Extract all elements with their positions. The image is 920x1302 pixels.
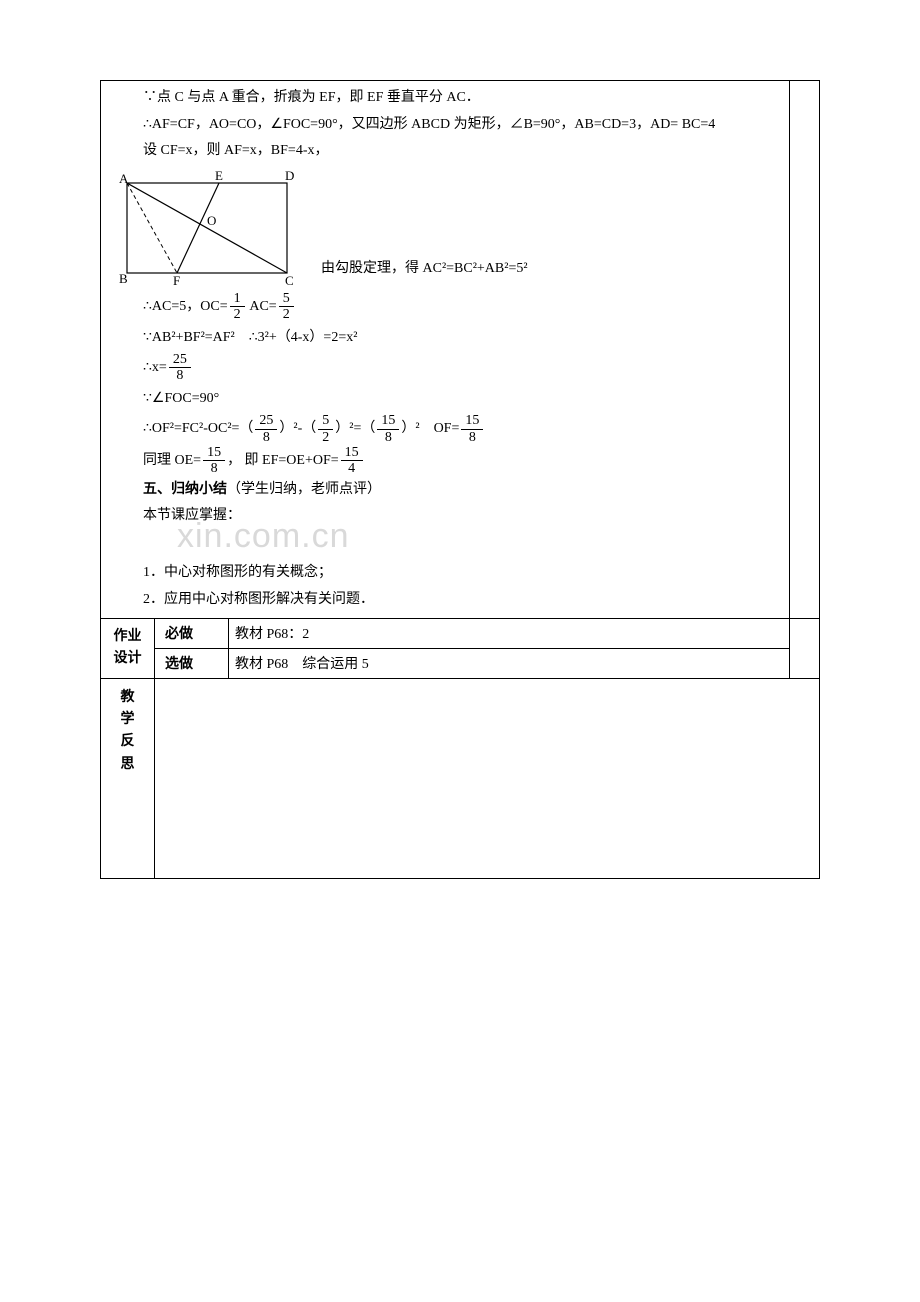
summary-title-line: 五、归纳小结（学生归纳，老师点评） — [107, 477, 783, 504]
homework-right-margin — [790, 618, 820, 678]
proof-line-2: ∴AF=CF，AO=CO，∠FOC=90°，又四边形 ABCD 为矩形，∠B=9… — [107, 112, 783, 139]
homework-optional-text: 教材 P68 综合运用 5 — [229, 648, 790, 678]
document-table: ∵点 C 与点 A 重合，折痕为 EF，即 EF 垂直平分 AC． ∴AF=CF… — [100, 80, 820, 879]
label-O: O — [207, 213, 216, 228]
label-F: F — [173, 273, 180, 288]
summary-title: 五、归纳小结 — [143, 482, 227, 497]
frac-1-2: 12 — [230, 291, 245, 323]
label-B: B — [119, 271, 128, 286]
ac-oc-line: ∴AC=5，OC=12 AC=52 — [107, 291, 783, 323]
diagram-row: O A E D B F C 由勾股定理，得 AC²=BC²+AB²=5² — [107, 169, 783, 289]
x-eq-line: ∴x=258 — [107, 352, 783, 384]
homework-label: 作业设计 — [101, 618, 155, 678]
label-C: C — [285, 273, 294, 288]
diagram-caption: 由勾股定理，得 AC²=BC²+AB²=5² — [321, 256, 528, 289]
homework-optional-label: 选做 — [155, 648, 229, 678]
reflection-content — [155, 678, 820, 878]
label-A: A — [119, 171, 129, 186]
foc-line: ∵∠FOC=90° — [107, 384, 783, 413]
of2-line: ∴OF²=FC²-OC²=（258）²-（52）²=（158）² OF=158 — [107, 413, 783, 445]
label-E: E — [215, 169, 223, 183]
reflection-label: 教 学 反 思 — [101, 678, 155, 878]
homework-required-text: 教材 P68：2 — [229, 618, 790, 648]
summary-title-paren: （学生归纳，老师点评） — [227, 482, 381, 497]
homework-required-row: 作业设计 必做 教材 P68：2 — [101, 618, 820, 648]
proof-line-1: ∵点 C 与点 A 重合，折痕为 EF，即 EF 垂直平分 AC． — [107, 85, 783, 112]
content-right-margin — [790, 81, 820, 619]
frac-25-8: 258 — [169, 352, 191, 384]
content-cell: ∵点 C 与点 A 重合，折痕为 EF，即 EF 垂直平分 AC． ∴AF=CF… — [101, 81, 790, 619]
reflection-char-2: 学 — [107, 709, 148, 731]
ab2-line: ∵AB²+BF²=AF² ∴3²+（4-x）=2=x² — [107, 323, 783, 352]
homework-optional-row: 选做 教材 P68 综合运用 5 — [101, 648, 820, 678]
summary-l3: 2．应用中心对称图形解决有关问题． — [107, 587, 783, 614]
oe-line: 同理 OE=158， 即 EF=OE+OF=154 — [107, 445, 783, 477]
reflection-char-3: 反 — [107, 731, 148, 753]
reflection-char-4: 思 — [107, 754, 148, 776]
geometry-diagram: O A E D B F C — [107, 169, 307, 289]
summary-l2: 1．中心对称图形的有关概念； — [107, 560, 783, 587]
content-row: ∵点 C 与点 A 重合，折痕为 EF，即 EF 垂直平分 AC． ∴AF=CF… — [101, 81, 820, 619]
summary-l1: 本节课应掌握： — [107, 503, 783, 530]
homework-required-label: 必做 — [155, 618, 229, 648]
label-D: D — [285, 169, 294, 183]
reflection-row: 教 学 反 思 — [101, 678, 820, 878]
reflection-char-1: 教 — [107, 687, 148, 709]
frac-5-2: 52 — [279, 291, 294, 323]
proof-line-3: 设 CF=x，则 AF=x，BF=4-x， — [107, 138, 783, 165]
